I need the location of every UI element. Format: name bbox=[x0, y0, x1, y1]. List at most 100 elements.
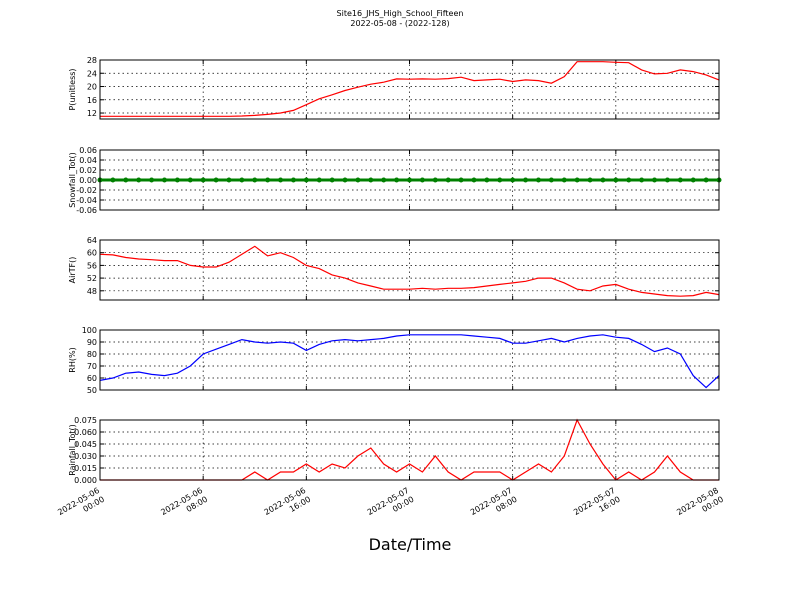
data-point bbox=[161, 177, 167, 183]
data-point bbox=[123, 177, 129, 183]
data-point bbox=[497, 177, 503, 183]
data-point bbox=[290, 177, 296, 183]
data-point bbox=[548, 177, 554, 183]
x-axis-label: Date/Time bbox=[369, 535, 452, 554]
y-tick-label: 64 bbox=[87, 236, 97, 245]
data-point bbox=[239, 177, 245, 183]
y-tick-label: 0.060 bbox=[74, 428, 97, 437]
data-point bbox=[471, 177, 477, 183]
y-axis-label: Rainfall_Tot() bbox=[68, 424, 77, 476]
data-point bbox=[213, 177, 219, 183]
y-tick-label: 24 bbox=[87, 69, 97, 78]
data-point bbox=[613, 177, 619, 183]
data-point bbox=[523, 177, 529, 183]
y-tick-label: 0.06 bbox=[79, 146, 97, 155]
x-tick-label: 2022-05-0708:00 bbox=[469, 486, 519, 526]
subplot: 48 52 56 60 64 AirTF() bbox=[68, 236, 720, 301]
data-point bbox=[355, 177, 361, 183]
subplot: 0.000 0.015 0.030 0.045 0.060 0.075Rainfall_T… bbox=[56, 416, 725, 526]
data-point bbox=[484, 177, 490, 183]
y-axis-label: RH(%) bbox=[68, 347, 77, 372]
y-tick-label: 90 bbox=[87, 338, 97, 347]
data-point bbox=[664, 177, 670, 183]
data-point bbox=[278, 177, 284, 183]
data-point bbox=[342, 177, 348, 183]
y-tick-label: 50 bbox=[87, 386, 97, 395]
data-point bbox=[316, 177, 322, 183]
data-point bbox=[381, 177, 387, 183]
subplot: -0.06-0.04-0.020.000.020.040.06Snowfall_… bbox=[68, 146, 722, 215]
y-tick-label: 20 bbox=[87, 83, 97, 92]
y-tick-label: 60 bbox=[87, 249, 97, 258]
y-tick-label: 48 bbox=[87, 287, 97, 296]
y-tick-label: 0.075 bbox=[74, 416, 97, 425]
y-tick-label: -0.04 bbox=[76, 196, 97, 205]
plot-frame bbox=[99, 239, 720, 301]
y-tick-label: 28 bbox=[87, 56, 97, 65]
x-tick-label: 2022-05-0600:00 bbox=[56, 486, 106, 526]
plot-frame bbox=[99, 329, 720, 391]
data-point bbox=[510, 177, 516, 183]
data-point bbox=[174, 177, 180, 183]
x-tick-label: 2022-05-0800:00 bbox=[675, 486, 725, 526]
data-point bbox=[574, 177, 580, 183]
x-tick-label: 2022-05-0608:00 bbox=[159, 486, 209, 526]
y-tick-label: 0.04 bbox=[79, 156, 97, 165]
figure-title: Site16_JHS_High_School_Fifteen bbox=[337, 9, 464, 18]
x-tick-label: 2022-05-0716:00 bbox=[572, 486, 622, 526]
data-point bbox=[535, 177, 541, 183]
y-tick-label: 0.000 bbox=[74, 476, 97, 485]
plot-frame bbox=[99, 149, 720, 211]
data-point bbox=[432, 177, 438, 183]
y-tick-label: 80 bbox=[87, 350, 97, 359]
data-point bbox=[265, 177, 271, 183]
data-point bbox=[652, 177, 658, 183]
data-point bbox=[149, 177, 155, 183]
y-tick-label: 56 bbox=[87, 261, 97, 270]
data-point bbox=[303, 177, 309, 183]
y-tick-label: 100 bbox=[82, 326, 97, 335]
y-tick-label: 0.030 bbox=[74, 452, 97, 461]
y-tick-label: -0.02 bbox=[76, 186, 97, 195]
data-point bbox=[677, 177, 683, 183]
y-tick-label: 70 bbox=[87, 362, 97, 371]
y-axis-label: AirTF() bbox=[68, 257, 77, 284]
plot-frame bbox=[99, 59, 720, 120]
data-point bbox=[458, 177, 464, 183]
data-point bbox=[561, 177, 567, 183]
x-tick-label: 2022-05-0616:00 bbox=[263, 486, 313, 526]
y-tick-label: 0.015 bbox=[74, 464, 97, 473]
y-tick-label: 12 bbox=[87, 109, 97, 118]
y-tick-label: 0.00 bbox=[79, 176, 97, 185]
data-point bbox=[226, 177, 232, 183]
subplot: 12 16 20 24 28 P(unitless) bbox=[68, 56, 720, 120]
y-tick-label: -0.06 bbox=[76, 206, 97, 215]
y-axis-label: P(unitless) bbox=[68, 68, 77, 110]
data-point bbox=[703, 177, 709, 183]
data-point bbox=[419, 177, 425, 183]
data-point bbox=[690, 177, 696, 183]
y-axis-label: Snowfall_Tot() bbox=[68, 152, 77, 208]
data-point bbox=[329, 177, 335, 183]
y-tick-label: 52 bbox=[87, 274, 97, 283]
data-point bbox=[252, 177, 258, 183]
data-point bbox=[626, 177, 632, 183]
x-tick-label: 2022-05-0700:00 bbox=[366, 486, 416, 526]
data-point bbox=[368, 177, 374, 183]
data-point bbox=[587, 177, 593, 183]
data-point bbox=[639, 177, 645, 183]
y-tick-label: 0.045 bbox=[74, 440, 97, 449]
data-point bbox=[445, 177, 451, 183]
y-tick-label: 0.02 bbox=[79, 166, 97, 175]
y-tick-label: 60 bbox=[87, 374, 97, 383]
data-line bbox=[100, 61, 720, 117]
data-point bbox=[110, 177, 116, 183]
plot-frame bbox=[99, 419, 720, 481]
data-point bbox=[187, 177, 193, 183]
data-point bbox=[600, 177, 606, 183]
data-point bbox=[394, 177, 400, 183]
data-line bbox=[99, 334, 720, 389]
data-point bbox=[200, 177, 206, 183]
data-point bbox=[407, 177, 412, 183]
